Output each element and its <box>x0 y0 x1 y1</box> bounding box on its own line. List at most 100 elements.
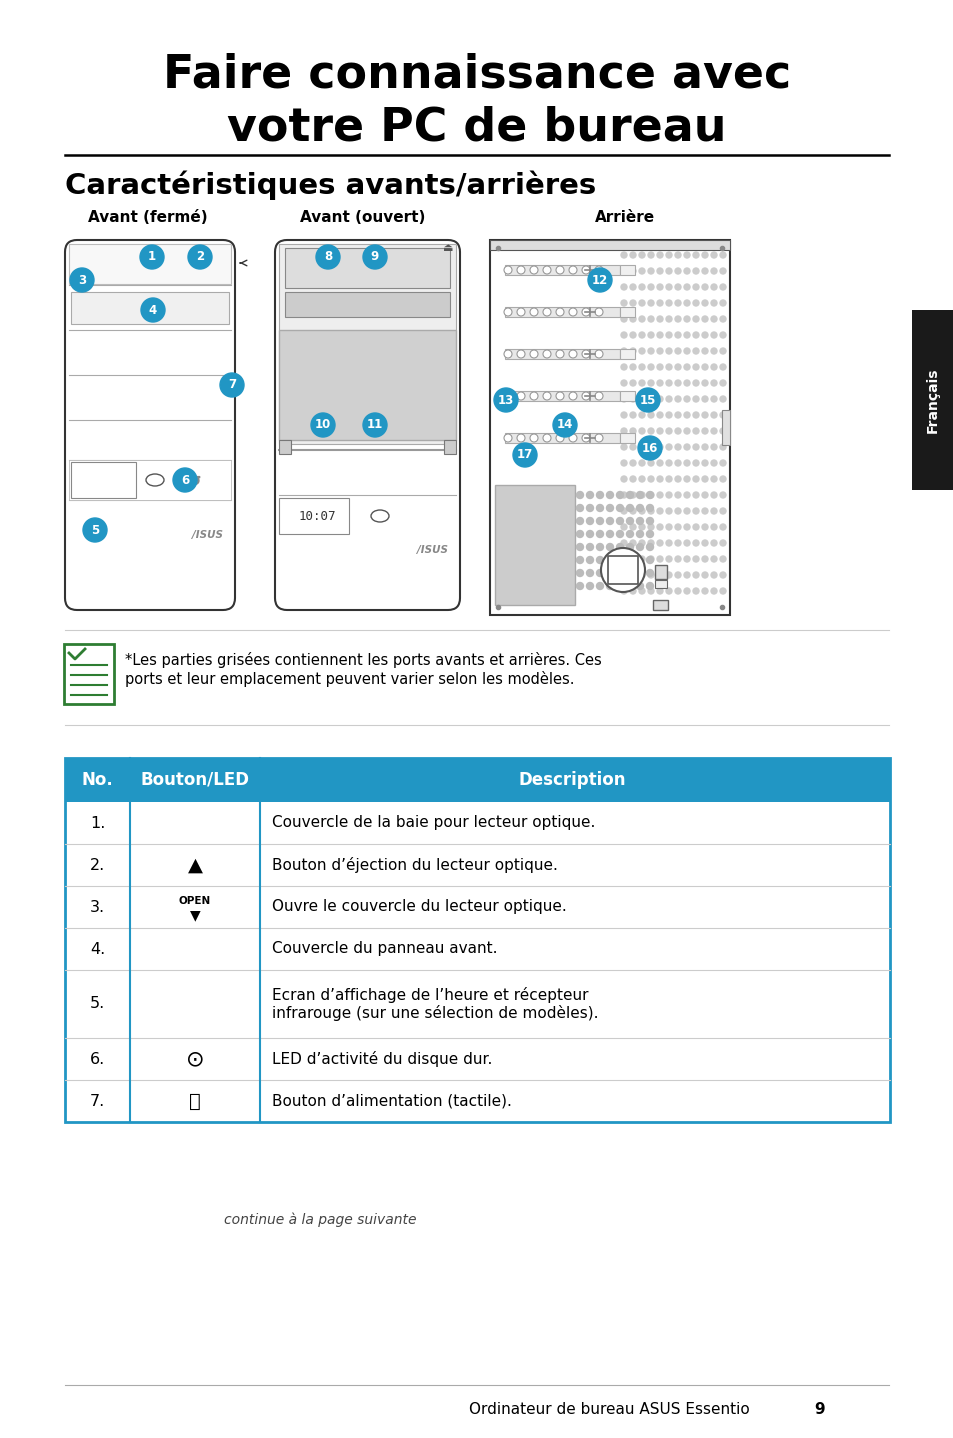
Circle shape <box>639 492 644 498</box>
Circle shape <box>629 252 636 257</box>
Circle shape <box>629 283 636 290</box>
Bar <box>69 460 231 500</box>
Circle shape <box>701 301 707 306</box>
Circle shape <box>542 266 551 275</box>
Circle shape <box>647 413 654 418</box>
Circle shape <box>675 395 680 403</box>
Circle shape <box>596 505 603 512</box>
Circle shape <box>606 531 613 538</box>
Circle shape <box>646 505 653 512</box>
Circle shape <box>657 476 662 482</box>
Circle shape <box>568 393 577 400</box>
Circle shape <box>647 252 654 257</box>
Circle shape <box>620 492 626 498</box>
FancyBboxPatch shape <box>65 240 234 610</box>
Circle shape <box>600 548 644 592</box>
Circle shape <box>647 572 654 578</box>
Circle shape <box>636 492 643 499</box>
Circle shape <box>616 557 623 564</box>
Circle shape <box>620 332 626 338</box>
Circle shape <box>647 332 654 338</box>
Circle shape <box>710 444 717 450</box>
Circle shape <box>596 582 603 590</box>
Circle shape <box>596 518 603 525</box>
Text: OPEN: OPEN <box>178 896 211 906</box>
Circle shape <box>629 492 636 498</box>
Bar <box>504 349 619 360</box>
Circle shape <box>675 413 680 418</box>
Circle shape <box>675 429 680 434</box>
Circle shape <box>581 393 589 400</box>
Circle shape <box>665 508 671 513</box>
Circle shape <box>665 476 671 482</box>
Circle shape <box>657 460 662 466</box>
Bar <box>619 433 635 443</box>
Circle shape <box>647 508 654 513</box>
Circle shape <box>657 588 662 594</box>
Circle shape <box>629 541 636 546</box>
Circle shape <box>683 301 689 306</box>
Circle shape <box>616 518 623 525</box>
Circle shape <box>576 582 583 590</box>
Circle shape <box>701 492 707 498</box>
Text: Bouton d’alimentation (tactile).: Bouton d’alimentation (tactile). <box>272 1093 512 1109</box>
Circle shape <box>720 492 725 498</box>
Circle shape <box>692 301 699 306</box>
Text: 17: 17 <box>517 449 533 462</box>
Bar <box>504 391 619 401</box>
Circle shape <box>556 434 563 441</box>
Circle shape <box>720 380 725 385</box>
Circle shape <box>710 476 717 482</box>
Bar <box>504 265 619 275</box>
Circle shape <box>710 523 717 531</box>
Circle shape <box>647 364 654 370</box>
Text: 7.: 7. <box>90 1093 105 1109</box>
Circle shape <box>647 523 654 531</box>
Circle shape <box>720 476 725 482</box>
Circle shape <box>503 434 512 441</box>
Circle shape <box>596 544 603 551</box>
Bar <box>65 758 889 1122</box>
Circle shape <box>665 252 671 257</box>
Circle shape <box>606 518 613 525</box>
Circle shape <box>620 429 626 434</box>
Circle shape <box>620 523 626 531</box>
Text: 12: 12 <box>591 273 607 286</box>
Circle shape <box>595 266 602 275</box>
Circle shape <box>647 541 654 546</box>
Circle shape <box>657 557 662 562</box>
Circle shape <box>701 523 707 531</box>
Circle shape <box>710 364 717 370</box>
Circle shape <box>646 544 653 551</box>
Circle shape <box>494 388 517 413</box>
Circle shape <box>692 332 699 338</box>
Circle shape <box>665 301 671 306</box>
Circle shape <box>657 332 662 338</box>
Circle shape <box>701 476 707 482</box>
Circle shape <box>675 348 680 354</box>
Text: 10:07: 10:07 <box>84 473 122 486</box>
Text: Français: Français <box>925 367 939 433</box>
Text: 3: 3 <box>78 273 86 286</box>
Circle shape <box>675 588 680 594</box>
Circle shape <box>70 267 94 292</box>
Circle shape <box>542 393 551 400</box>
Text: Caractéristiques avants/arrières: Caractéristiques avants/arrières <box>65 170 596 200</box>
Circle shape <box>683 460 689 466</box>
Circle shape <box>620 283 626 290</box>
Circle shape <box>692 283 699 290</box>
Bar <box>490 240 729 615</box>
Circle shape <box>639 429 644 434</box>
Circle shape <box>675 492 680 498</box>
Circle shape <box>720 316 725 322</box>
Text: 10:07: 10:07 <box>298 509 335 522</box>
Circle shape <box>620 541 626 546</box>
Circle shape <box>657 301 662 306</box>
Circle shape <box>710 541 717 546</box>
Circle shape <box>639 588 644 594</box>
Text: continue à la page suivante: continue à la page suivante <box>224 1212 416 1227</box>
Circle shape <box>720 572 725 578</box>
Circle shape <box>513 443 537 467</box>
Text: 13: 13 <box>497 394 514 407</box>
Circle shape <box>556 393 563 400</box>
